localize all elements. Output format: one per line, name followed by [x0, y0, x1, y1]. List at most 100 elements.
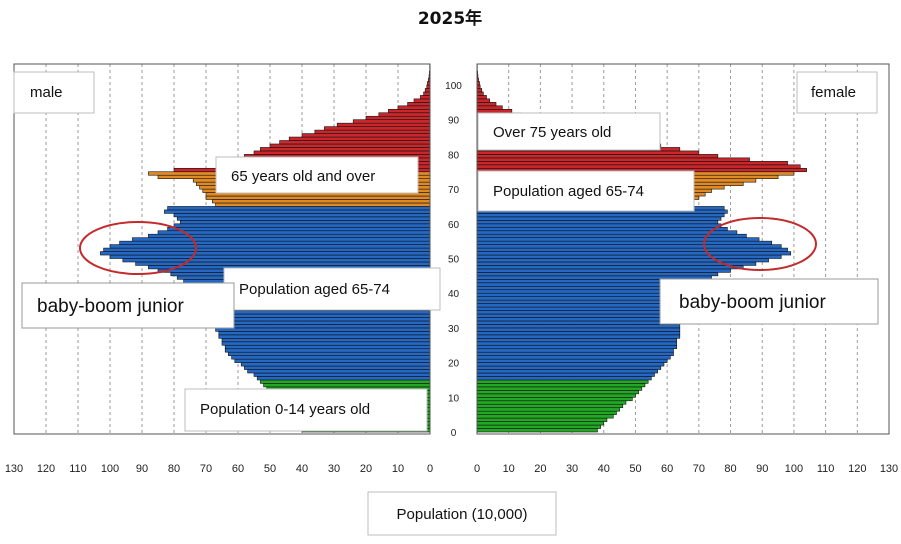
age-tick-label: 40 [448, 289, 460, 300]
female-bar-age-95 [476, 98, 490, 103]
male-bar-age-67 [205, 195, 431, 200]
male-bar-age-89 [352, 119, 431, 124]
male-bar-age-23 [224, 348, 431, 353]
over65-label: 65 years old and over [231, 168, 375, 185]
female-bar-age-15 [476, 376, 652, 381]
age-tick-label: 0 [451, 428, 457, 439]
male-bar-age-59 [173, 223, 431, 228]
female-bar-age-38 [476, 296, 690, 301]
male-bar-age-33 [208, 313, 431, 318]
x-axis: 130 120 110 100 90 80 70 60 50 40 30 20 10 0 0 10 20 30 40… [5, 463, 898, 475]
male-bar-age-13 [263, 383, 431, 388]
male-bar-age-58 [167, 226, 431, 232]
female-bar-age-2 [476, 421, 605, 426]
female-bar-age-60 [476, 220, 719, 225]
female-bar-age-5 [476, 410, 617, 415]
x-tick-label-female: 120 [848, 463, 866, 475]
age-tick-label: 30 [448, 324, 460, 335]
male-bar-age-63 [164, 209, 431, 214]
female-bar-age-21 [476, 355, 671, 360]
age-tick-label: 100 [445, 81, 462, 92]
x-tick-label-female: 0 [474, 463, 480, 475]
x-tick-label-male: 30 [328, 463, 340, 475]
female-bar-age-11 [476, 390, 639, 395]
x-tick-label-female: 130 [880, 463, 898, 475]
female-bar-age-97 [476, 91, 484, 96]
male-bar-age-27 [218, 334, 431, 339]
age-tick-label: 90 [448, 116, 460, 127]
male-bar-age-81 [260, 147, 431, 152]
male-bar-age-60 [180, 220, 431, 225]
x-tick-label-male: 90 [136, 463, 148, 475]
male-bar-age-83 [279, 140, 431, 145]
female-bar-age-4 [476, 414, 614, 419]
male-bar-age-14 [260, 379, 431, 384]
x-tick-label-female: 30 [566, 463, 578, 475]
x-tick-label-female: 100 [785, 463, 803, 475]
male-bar-age-93 [397, 105, 431, 110]
male-bar-age-50 [109, 254, 431, 259]
female-bar-age-22 [476, 351, 674, 356]
male-bar-age-26 [221, 338, 431, 343]
female-bar-age-80 [476, 150, 700, 155]
female-bar-age-26 [476, 338, 677, 343]
age-tick-label: 50 [448, 255, 460, 266]
babyboom-left-box: baby-boom junior [21, 282, 235, 329]
female-bar-age-6 [476, 407, 620, 412]
female-bar-age-10 [476, 393, 636, 398]
x-tick-label-male: 70 [200, 463, 212, 475]
male-bar-age-49 [122, 258, 431, 263]
female-bar-age-98 [476, 88, 483, 93]
female-bar-age-92 [476, 108, 513, 114]
female-bar-age-8 [476, 400, 627, 405]
female-bar-age-17 [476, 369, 658, 374]
male-bar-age-19 [240, 362, 431, 367]
pop0-14-box: Population 0-14 years old [184, 388, 428, 432]
female-bar-age-0 [476, 428, 598, 433]
male-bar-age-82 [269, 143, 431, 148]
female-bar-age-45 [476, 272, 719, 277]
x-tick-label-female: 20 [534, 463, 546, 475]
pop65-74-left-box: Population aged 65-74 [223, 267, 441, 311]
female-bar-age-48 [476, 261, 757, 266]
x-tick-label-female: 70 [693, 463, 705, 475]
chart-title: 2025年 [418, 8, 482, 29]
male-bar-age-18 [244, 365, 431, 370]
male-bar-age-64 [167, 206, 431, 211]
female-bar-age-79 [476, 154, 719, 159]
female-bar-age-49 [476, 258, 769, 263]
x-tick-label-female: 40 [598, 463, 610, 475]
female-bar-age-54 [476, 240, 773, 245]
female-bar-age-59 [476, 223, 722, 228]
female-bar-age-57 [476, 230, 738, 235]
female-bar-age-77 [476, 161, 788, 166]
male-bar-age-15 [256, 376, 431, 381]
female-bar-age-76 [476, 164, 801, 169]
over75-label: Over 75 years old [493, 124, 611, 141]
male-bar-age-84 [288, 136, 431, 141]
pop65-74-left-label: Population aged 65-74 [239, 281, 390, 298]
female-bar-age-62 [476, 213, 725, 218]
male-bar-age-24 [224, 344, 431, 350]
female-bar-age-16 [476, 372, 655, 377]
pop65-74-right-label: Population aged 65-74 [493, 183, 644, 200]
female-bar-age-23 [476, 348, 674, 353]
male-bar-age-53 [109, 244, 431, 249]
x-tick-label-female: 90 [756, 463, 768, 475]
male-bar-age-48 [135, 261, 431, 266]
male-bar-age-29 [215, 327, 431, 332]
female-bar-age-32 [476, 317, 684, 322]
x-tick-label-female: 110 [817, 463, 835, 475]
female-bar-age-28 [476, 331, 681, 336]
x-tick-label-male: 100 [101, 463, 119, 475]
female-bar-age-27 [476, 334, 681, 339]
male-bar-age-30 [215, 324, 431, 329]
x-tick-label-male: 0 [427, 463, 433, 475]
x-tick-label-male: 40 [296, 463, 308, 475]
female-bar-age-53 [476, 244, 782, 249]
male-bar-age-25 [221, 341, 431, 346]
male-bar-age-65 [215, 202, 431, 207]
male-bar-age-88 [336, 122, 431, 127]
female-bar-age-25 [476, 341, 677, 346]
